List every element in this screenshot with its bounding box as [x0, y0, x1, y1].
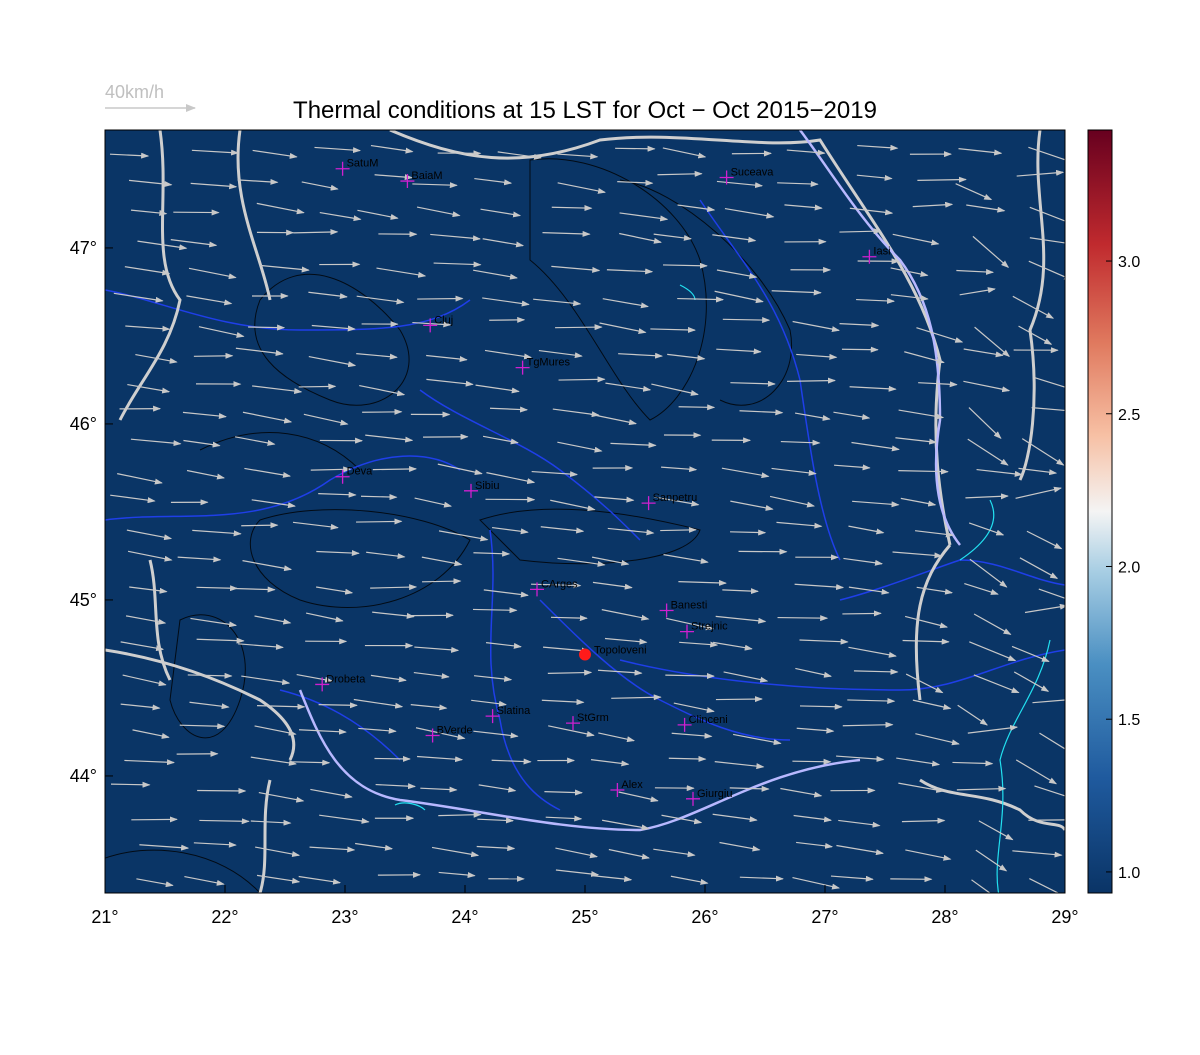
wind-arrow — [111, 784, 149, 785]
wind-arrow — [917, 180, 965, 181]
wind-arrow — [319, 705, 357, 706]
city-label: CArges — [541, 578, 578, 590]
city-label: Sanpetru — [653, 492, 698, 504]
map-title: Thermal conditions at 15 LST for Oct − O… — [293, 97, 877, 124]
wind-arrow — [778, 618, 828, 619]
wind-arrow — [679, 407, 715, 408]
city-label: StGrm — [577, 712, 609, 724]
city-label: SatuM — [347, 158, 379, 170]
wind-arrow — [555, 327, 602, 328]
x-tick-label: 23° — [331, 907, 358, 927]
x-tick-label: 22° — [211, 907, 238, 927]
city-label: Cluj — [434, 314, 453, 326]
wind-arrow — [669, 758, 706, 759]
wind-arrow — [792, 761, 830, 762]
wind-arrow — [723, 319, 769, 320]
y-tick-label: 47° — [70, 238, 97, 258]
city-label: Sibiu — [475, 480, 499, 492]
wind-arrow — [374, 758, 409, 759]
city-label: Strejnic — [691, 621, 728, 633]
city-label: Drobeta — [326, 673, 366, 685]
wind-arrow — [422, 581, 460, 582]
city-label: Iasi — [873, 246, 890, 258]
colorbar-tick-label: 1.5 — [1118, 712, 1140, 729]
city-label: Clinceni — [689, 714, 728, 726]
city-label: Slatina — [497, 705, 532, 717]
city-label: Deva — [347, 466, 374, 478]
wind-arrow — [194, 356, 232, 357]
wind-scale-label: 40km/h — [105, 82, 164, 102]
city-label: BVerde — [437, 724, 473, 736]
city-label: Giurgiu — [697, 788, 732, 800]
site-label: Topoloveni — [594, 645, 647, 657]
city-label: Suceava — [731, 167, 775, 179]
x-tick-label: 26° — [691, 907, 718, 927]
wind-arrow — [299, 386, 336, 387]
city-label: TgMures — [527, 357, 571, 369]
colorbar-tick-label: 3.0 — [1118, 254, 1140, 271]
colorbar — [1088, 130, 1112, 893]
colorbar-tick-label: 2.0 — [1118, 559, 1140, 576]
city-label: Alex — [621, 779, 643, 791]
city-label: BaiaM — [411, 170, 442, 182]
wind-arrow — [248, 327, 284, 328]
wind-arrow — [716, 699, 762, 700]
wind-arrow — [615, 148, 654, 149]
colorbar-tick-label: 2.5 — [1118, 407, 1140, 424]
x-tick-label: 25° — [571, 907, 598, 927]
x-tick-label: 24° — [451, 907, 478, 927]
wind-arrow — [842, 613, 880, 614]
wind-arrow — [241, 525, 277, 526]
x-tick-label: 29° — [1051, 907, 1078, 927]
city-label: Banesti — [671, 600, 708, 612]
wind-arrow — [356, 521, 401, 522]
y-tick-label: 45° — [70, 590, 97, 610]
wind-arrow — [660, 530, 696, 531]
x-tick-label: 28° — [931, 907, 958, 927]
x-tick-label: 21° — [91, 907, 118, 927]
wind-arrow — [373, 469, 416, 470]
site-marker — [579, 649, 591, 661]
colorbar-tick-label: 1.0 — [1118, 865, 1140, 882]
y-tick-label: 44° — [70, 766, 97, 786]
x-tick-label: 27° — [811, 907, 838, 927]
wind-arrow — [559, 379, 605, 380]
wind-arrow — [417, 299, 462, 300]
y-tick-label: 46° — [70, 414, 97, 434]
